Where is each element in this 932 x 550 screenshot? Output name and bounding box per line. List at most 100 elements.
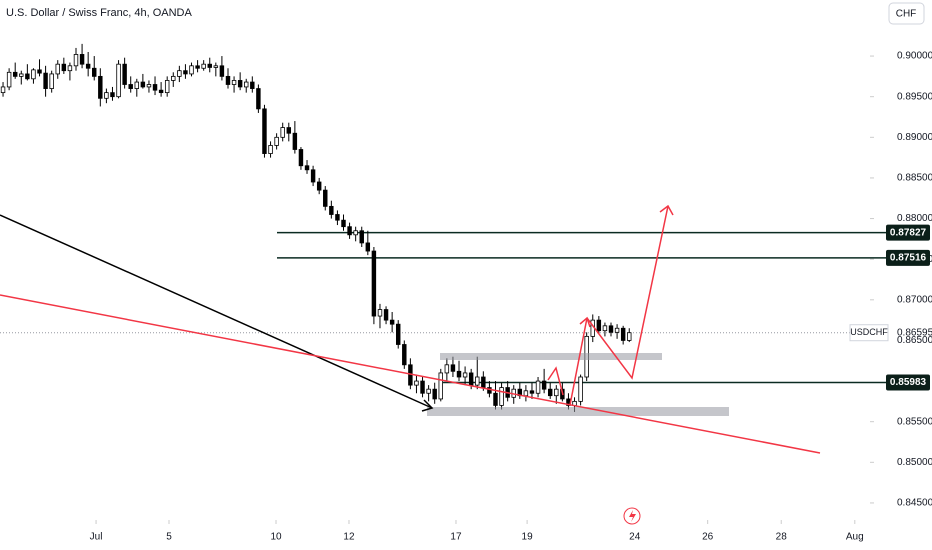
last-price-label: 0.86595 <box>897 327 932 338</box>
candle-body <box>274 136 279 146</box>
candle-body <box>177 70 182 77</box>
candle-body <box>98 75 103 99</box>
symbol-label: USDCHF <box>850 327 888 337</box>
candle-body <box>389 319 395 325</box>
y-tick-label: 0.89000 <box>897 132 932 143</box>
chart-title: U.S. Dollar / Swiss Franc, 4h, OANDA <box>6 7 192 19</box>
x-tick-label: 19 <box>522 532 534 543</box>
y-tick-label: 0.88500 <box>897 173 932 184</box>
candle-body <box>450 364 456 372</box>
candle-body <box>371 250 377 317</box>
level-label-box <box>886 249 930 266</box>
candle-body <box>0 86 6 94</box>
candle-body <box>310 169 316 183</box>
projection <box>547 366 564 396</box>
x-tick-label: 26 <box>702 532 714 543</box>
candle-body <box>134 81 140 89</box>
y-tick-label: 0.85000 <box>897 457 932 468</box>
candle-body <box>19 73 24 77</box>
candle-body <box>152 84 158 91</box>
candle-body <box>620 327 626 341</box>
candle-body <box>250 81 255 89</box>
candle-body <box>25 73 30 80</box>
candle-body <box>456 370 462 378</box>
candle-body <box>37 69 42 74</box>
candle-body <box>6 71 12 88</box>
candle-body <box>547 388 553 397</box>
candle-body <box>61 63 67 72</box>
projection <box>586 205 669 380</box>
y-tick-label: 0.89500 <box>897 91 932 102</box>
candle-body <box>262 108 267 154</box>
candle-body <box>481 376 486 388</box>
candle-body <box>85 63 91 69</box>
candle-body <box>614 327 620 333</box>
y-tick-label: 0.88000 <box>897 213 932 224</box>
candle-body <box>128 84 133 89</box>
y-tick-label: 0.84500 <box>897 498 932 509</box>
currency-button[interactable] <box>888 2 925 25</box>
candle-body <box>116 63 121 98</box>
x-tick-label: 24 <box>629 532 641 543</box>
plot: 0.84500 0.85000 0.85500 0.86500 0.87000 0.875… <box>0 43 932 543</box>
trendline <box>0 294 821 454</box>
candle-body <box>164 80 170 94</box>
candle-body <box>201 63 206 69</box>
level-label: 0.87516 <box>890 253 927 264</box>
candle-body <box>347 226 352 236</box>
candle-body <box>341 219 346 228</box>
candle-body <box>286 127 292 134</box>
candle-body <box>79 54 85 65</box>
candle-body <box>304 165 310 171</box>
candle-body <box>183 70 188 75</box>
candle-body <box>213 65 219 68</box>
candle-body <box>244 81 249 88</box>
candle-body <box>529 390 535 394</box>
candle-body <box>49 73 54 89</box>
candle-body <box>231 80 237 85</box>
candle-body <box>420 380 425 394</box>
candle-body <box>316 181 322 191</box>
candle-body <box>104 92 109 99</box>
candle-body <box>146 84 152 88</box>
candle-body <box>414 380 419 386</box>
candle-body <box>608 325 614 333</box>
level-label-box <box>886 224 930 241</box>
candle-body <box>523 390 529 397</box>
symbol-label-box <box>849 324 889 342</box>
currency[interactable]: CHF <box>896 9 917 20</box>
candle-body <box>92 67 97 77</box>
candle-body <box>468 372 474 386</box>
candle-body <box>122 63 127 85</box>
candle-body <box>298 149 304 167</box>
x-tick-label: 10 <box>270 532 282 543</box>
candle-body <box>140 81 146 88</box>
y-tick-label: 0.87000 <box>897 294 932 305</box>
candle-body <box>207 63 212 68</box>
y-tick-label: 0.86500 <box>897 335 932 346</box>
x-tick-label: 12 <box>343 532 355 543</box>
y-tick-label: 0.85500 <box>897 416 932 427</box>
candle-body <box>335 214 340 221</box>
candle-body <box>493 392 498 406</box>
candle-body <box>426 388 431 394</box>
candle-body <box>280 127 285 138</box>
candle-body <box>219 65 225 77</box>
candle-body <box>499 387 504 406</box>
candle-body <box>535 380 541 394</box>
level-label: 0.87827 <box>890 227 927 238</box>
candle-body <box>602 325 608 332</box>
candle-body <box>596 319 602 332</box>
candle-body <box>110 92 115 98</box>
candle-body <box>12 71 18 77</box>
candle-body <box>438 372 443 400</box>
candle-body <box>237 80 243 88</box>
x-tick-label: 17 <box>450 532 462 543</box>
candle-body <box>256 88 261 110</box>
candle-body <box>225 75 231 85</box>
candle-body <box>189 65 194 75</box>
candle-body <box>31 69 36 80</box>
x-tick-label: Aug <box>846 532 864 543</box>
arrowhead <box>659 204 674 216</box>
